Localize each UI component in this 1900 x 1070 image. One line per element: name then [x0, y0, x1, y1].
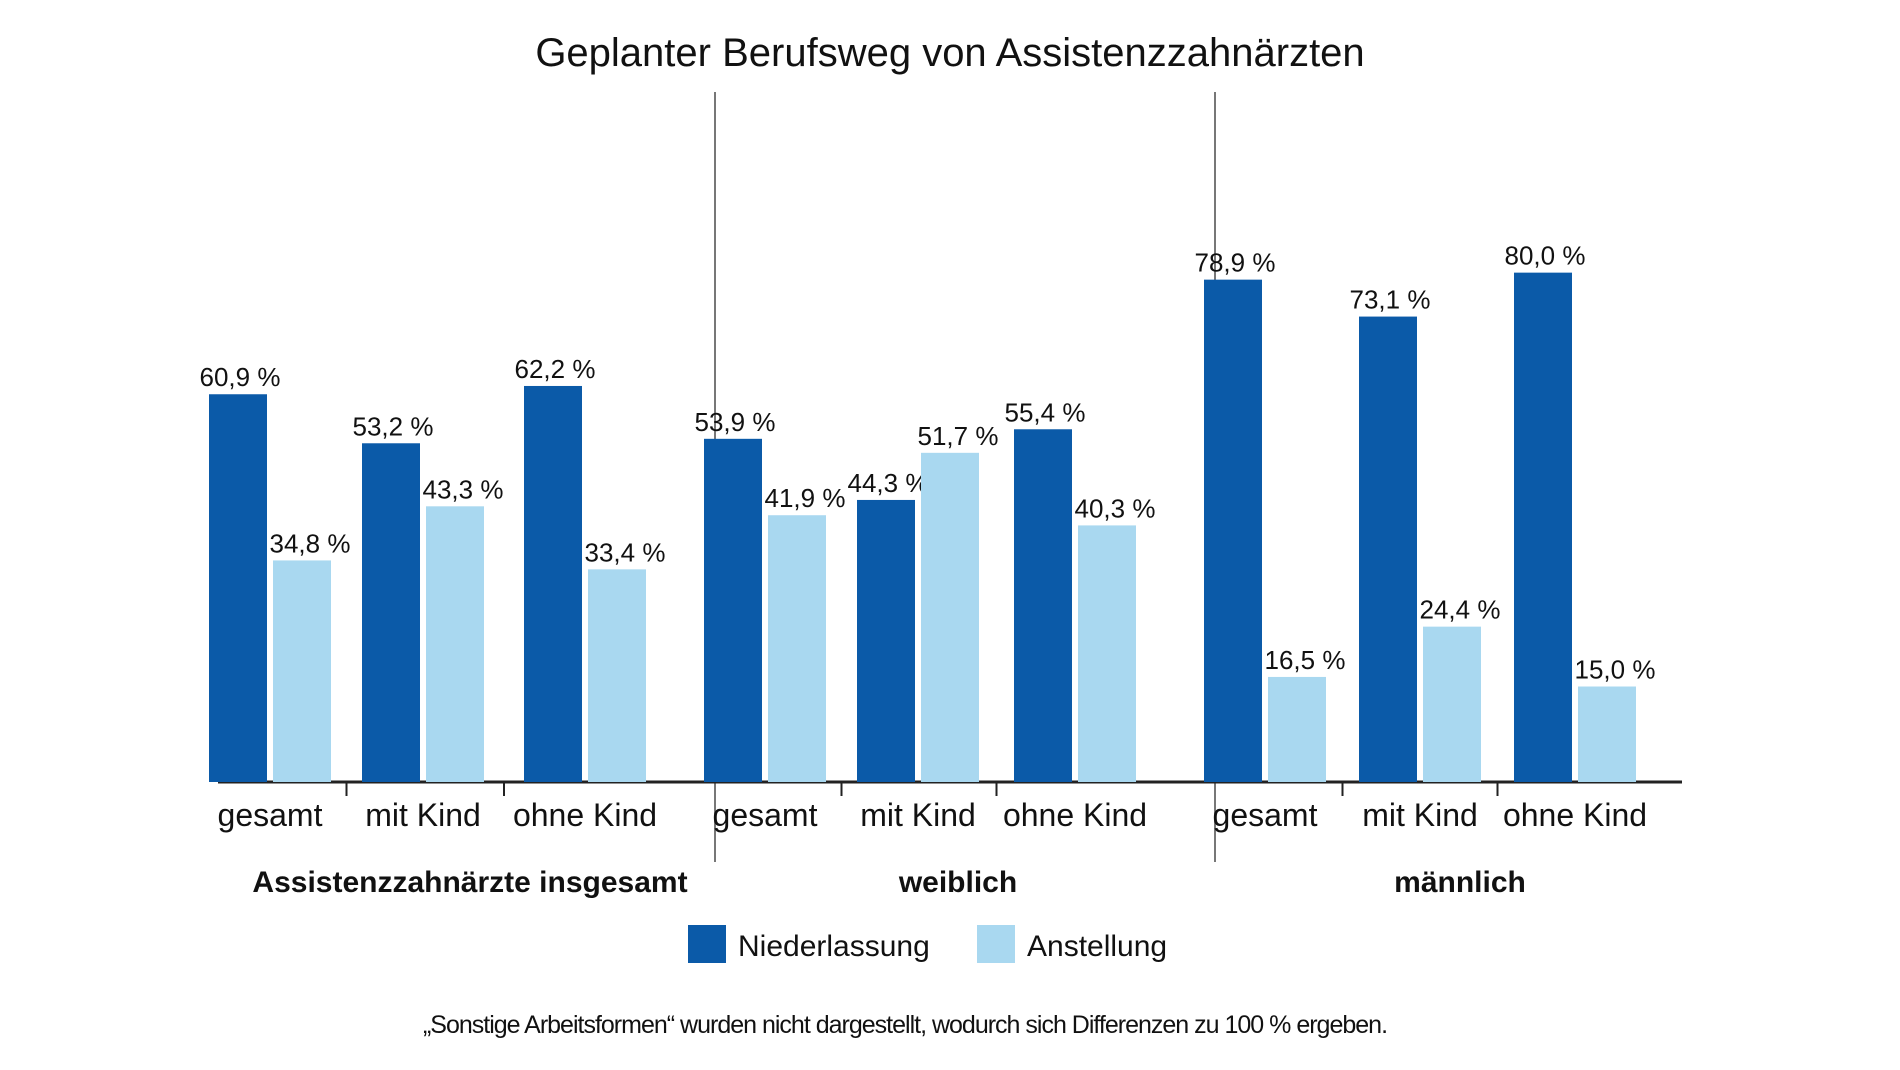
data-label: 16,5 % — [1265, 645, 1346, 675]
data-label: 33,4 % — [585, 537, 666, 567]
bar-niederlassung — [1359, 316, 1417, 782]
bar-anstellung — [1578, 686, 1636, 782]
group-label: weiblich — [898, 866, 1017, 899]
category-label: ohne Kind — [1003, 797, 1147, 833]
category-label: ohne Kind — [513, 797, 657, 833]
data-label: 73,1 % — [1350, 285, 1431, 315]
category-label: gesamt — [218, 797, 323, 833]
bar-anstellung — [426, 506, 484, 782]
data-label: 15,0 % — [1575, 654, 1656, 684]
legend-swatch-niederlassung — [688, 925, 726, 963]
category-label: mit Kind — [1362, 797, 1478, 833]
category-label: ohne Kind — [1503, 797, 1647, 833]
data-label: 40,3 % — [1075, 493, 1156, 523]
chart-title: Geplanter Berufsweg von Assistenzzahnärz… — [535, 31, 1364, 75]
group-label: männlich — [1394, 866, 1526, 899]
data-label: 53,9 % — [695, 407, 776, 437]
data-label: 44,3 % — [848, 468, 929, 498]
legend: Niederlassung Anstellung — [688, 925, 1167, 963]
category-label: mit Kind — [860, 797, 976, 833]
category-label: gesamt — [713, 797, 818, 833]
legend-swatch-anstellung — [977, 925, 1015, 963]
bar-anstellung — [273, 560, 331, 782]
bar-anstellung — [921, 452, 979, 782]
data-label: 55,4 % — [1005, 397, 1086, 427]
data-label: 41,9 % — [765, 483, 846, 513]
bar-niederlassung — [1204, 279, 1262, 782]
data-label: 80,0 % — [1505, 241, 1586, 271]
bar-niederlassung — [524, 385, 582, 782]
bar-niederlassung — [857, 499, 915, 782]
data-label: 62,2 % — [515, 354, 596, 384]
bar-anstellung — [588, 569, 646, 782]
bar-anstellung — [1268, 676, 1326, 782]
bar-niederlassung — [362, 443, 420, 782]
group-label: Assistenzzahnärzte insgesamt — [252, 866, 687, 899]
bar-niederlassung — [1014, 429, 1072, 782]
plot-area: 60,9 % 34,8 % gesamt 53,2 % 43,3 % mit Kind 62… — [200, 92, 1682, 899]
data-label: 53,2 % — [353, 411, 434, 441]
bar-anstellung — [1423, 626, 1481, 782]
data-label: 60,9 % — [200, 362, 281, 392]
footnote: „Sonstige Arbeitsformen“ wurden nicht da… — [423, 1011, 1387, 1039]
bar-niederlassung — [704, 438, 762, 782]
category-label: mit Kind — [365, 797, 481, 833]
category-label: gesamt — [1213, 797, 1318, 833]
bar-niederlassung — [1514, 272, 1572, 782]
data-label: 34,8 % — [270, 528, 351, 558]
data-label: 43,3 % — [423, 474, 504, 504]
bar-anstellung — [1078, 525, 1136, 782]
data-label: 24,4 % — [1420, 595, 1501, 625]
data-label: 78,9 % — [1195, 248, 1276, 278]
legend-label-niederlassung: Niederlassung — [738, 930, 930, 963]
bar-niederlassung — [209, 394, 267, 782]
data-label: 51,7 % — [918, 421, 999, 451]
legend-label-anstellung: Anstellung — [1027, 930, 1167, 963]
bar-anstellung — [768, 515, 826, 782]
